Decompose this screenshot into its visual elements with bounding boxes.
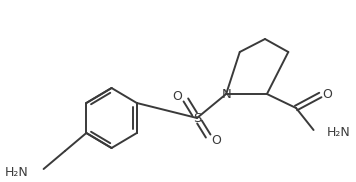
Text: O: O <box>211 134 221 147</box>
Text: O: O <box>173 90 183 102</box>
Text: H₂N: H₂N <box>4 167 28 179</box>
Text: O: O <box>322 88 332 102</box>
Text: H₂N: H₂N <box>327 126 351 139</box>
Text: N: N <box>221 88 231 100</box>
Text: S: S <box>193 112 201 124</box>
